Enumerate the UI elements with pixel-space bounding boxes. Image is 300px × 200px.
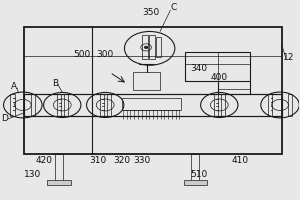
Bar bbox=[156, 37, 161, 57]
Bar bbox=[100, 94, 104, 116]
Bar bbox=[57, 94, 61, 116]
Text: 350: 350 bbox=[142, 8, 160, 17]
Text: 310: 310 bbox=[89, 156, 106, 165]
Bar bbox=[214, 94, 218, 116]
Bar bbox=[184, 180, 207, 185]
Bar bbox=[149, 35, 155, 59]
Text: D: D bbox=[1, 114, 8, 123]
Text: 340: 340 bbox=[190, 64, 207, 73]
Text: 400: 400 bbox=[211, 73, 228, 82]
Bar bbox=[47, 180, 71, 185]
Bar bbox=[122, 98, 181, 110]
Circle shape bbox=[144, 46, 148, 49]
Bar bbox=[221, 94, 225, 116]
Bar bbox=[31, 94, 35, 116]
Text: 330: 330 bbox=[134, 156, 151, 165]
Bar bbox=[142, 35, 148, 59]
Bar bbox=[24, 94, 281, 116]
Bar bbox=[55, 154, 63, 181]
Bar bbox=[191, 154, 200, 181]
Text: 420: 420 bbox=[36, 156, 53, 165]
Bar bbox=[288, 94, 292, 116]
Text: 320: 320 bbox=[113, 156, 130, 165]
Bar bbox=[185, 52, 250, 81]
Bar bbox=[64, 94, 68, 116]
Text: C: C bbox=[170, 3, 176, 12]
Bar bbox=[11, 94, 14, 116]
Text: 130: 130 bbox=[24, 170, 41, 179]
Bar bbox=[107, 94, 110, 116]
Bar bbox=[24, 27, 281, 154]
Bar bbox=[268, 94, 272, 116]
Text: 300: 300 bbox=[97, 50, 114, 59]
Bar bbox=[134, 72, 160, 90]
Text: 500: 500 bbox=[73, 50, 90, 59]
Text: 510: 510 bbox=[190, 170, 207, 179]
Text: A: A bbox=[11, 82, 17, 91]
Text: 410: 410 bbox=[232, 156, 249, 165]
Text: 12: 12 bbox=[283, 53, 295, 62]
Text: B: B bbox=[52, 79, 58, 88]
